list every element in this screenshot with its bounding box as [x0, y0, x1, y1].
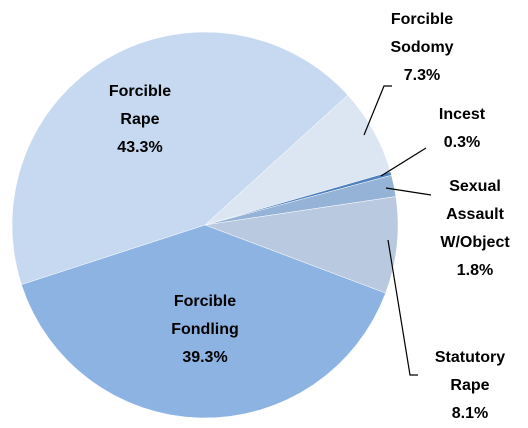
category-label: Forcible Sodomy: [390, 11, 454, 56]
category-label: Forcible Fondling: [171, 293, 239, 338]
category-label: Sexual Assault W/Object: [440, 178, 510, 251]
slice-label: Forcible Rape 43.3%: [109, 78, 171, 162]
leader-line: [387, 239, 418, 376]
value-label: 1.8%: [456, 262, 494, 279]
value-label: 8.1%: [451, 405, 489, 422]
category-label: Statutory Rape: [434, 349, 506, 394]
pie-slice: [11, 31, 349, 285]
value-label: 7.3%: [403, 67, 441, 84]
pie-slice: [21, 224, 386, 419]
leader-line: [380, 147, 427, 177]
slice-label: Statutory Rape 8.1%: [435, 344, 505, 428]
slice-label: Forcible Fondling 39.3%: [171, 288, 239, 372]
pie-slice: [204, 196, 399, 294]
slice-label: Sexual Assault W/Object 1.8%: [440, 173, 509, 285]
slice-label: Forcible Sodomy 7.3%: [390, 6, 453, 90]
value-label: 0.3%: [443, 134, 481, 151]
value-label: 39.3%: [182, 349, 228, 366]
value-label: 43.3%: [117, 139, 163, 156]
category-label: Forcible Rape: [108, 83, 172, 128]
category-label: Incest: [438, 106, 486, 123]
leader-line: [385, 187, 432, 196]
slice-label: Incest 0.3%: [439, 101, 485, 157]
leader-line: [363, 85, 392, 136]
